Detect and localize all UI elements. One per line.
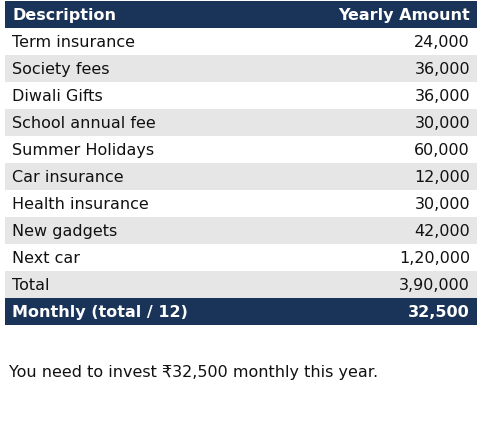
Bar xyxy=(5,244,477,271)
Text: 30,000: 30,000 xyxy=(415,116,470,131)
Text: 12,000: 12,000 xyxy=(414,170,470,184)
Bar xyxy=(5,83,477,110)
Text: Health insurance: Health insurance xyxy=(12,197,149,211)
Text: 24,000: 24,000 xyxy=(414,35,470,50)
Bar xyxy=(5,298,477,325)
Text: Monthly (total / 12): Monthly (total / 12) xyxy=(12,304,188,319)
Text: 42,000: 42,000 xyxy=(414,224,470,238)
Bar xyxy=(240,56,268,271)
Bar xyxy=(204,83,232,271)
Text: Society fees: Society fees xyxy=(12,62,109,77)
Bar xyxy=(5,164,477,191)
Bar xyxy=(5,110,477,137)
Bar xyxy=(5,2,477,29)
Text: New gadgets: New gadgets xyxy=(12,224,117,238)
Text: Arthgyaan: Arthgyaan xyxy=(191,218,329,244)
Text: School annual fee: School annual fee xyxy=(12,116,156,131)
Text: 32,500: 32,500 xyxy=(408,304,470,319)
Text: Yearly Amount: Yearly Amount xyxy=(338,8,470,23)
Bar xyxy=(5,137,477,164)
Bar xyxy=(5,29,477,56)
Text: Total: Total xyxy=(12,277,50,293)
Text: You need to invest ₹32,500 monthly this year.: You need to invest ₹32,500 monthly this … xyxy=(9,364,378,379)
Text: Term insurance: Term insurance xyxy=(12,35,135,50)
Bar xyxy=(5,191,477,217)
Text: 36,000: 36,000 xyxy=(415,89,470,104)
Text: 1,20,000: 1,20,000 xyxy=(399,250,470,265)
Text: 30,000: 30,000 xyxy=(415,197,470,211)
Text: Description: Description xyxy=(12,8,116,23)
Text: Car insurance: Car insurance xyxy=(12,170,123,184)
Text: Summer Holidays: Summer Holidays xyxy=(12,143,154,158)
Bar xyxy=(5,56,477,83)
Bar xyxy=(168,110,196,271)
Text: 3,90,000: 3,90,000 xyxy=(399,277,470,293)
Text: 60,000: 60,000 xyxy=(414,143,470,158)
Bar xyxy=(5,217,477,244)
Text: Next car: Next car xyxy=(12,250,80,265)
Text: Diwali Gifts: Diwali Gifts xyxy=(12,89,103,104)
Bar xyxy=(5,271,477,298)
Text: 36,000: 36,000 xyxy=(415,62,470,77)
